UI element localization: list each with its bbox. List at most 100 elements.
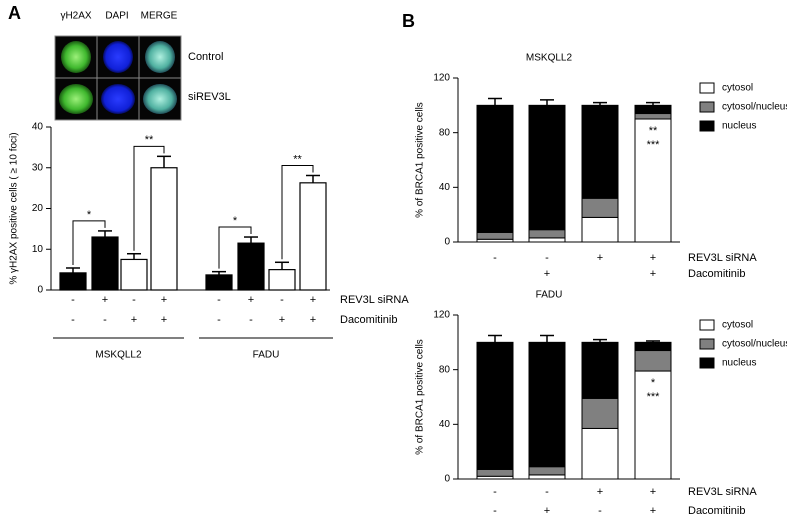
legend-label: nucleus bbox=[722, 358, 756, 369]
group-label: FADU bbox=[253, 350, 280, 361]
condition-value: + bbox=[161, 294, 167, 306]
bar-segment bbox=[528, 229, 566, 239]
condition-value: - bbox=[217, 314, 221, 326]
condition-value: - bbox=[249, 314, 253, 326]
bar-segment bbox=[581, 216, 619, 243]
y-axis-label: % of BRCA1 positive cells bbox=[415, 339, 426, 455]
nucleus-image bbox=[59, 84, 93, 114]
condition-value: + bbox=[650, 252, 656, 264]
condition-value: + bbox=[597, 486, 603, 498]
significance-label: * bbox=[651, 377, 656, 389]
legend-swatch bbox=[699, 101, 715, 113]
condition-value: - bbox=[598, 505, 602, 516]
legend-label: cytosol bbox=[722, 320, 753, 331]
y-tick-label: 40 bbox=[439, 182, 451, 193]
condition-value: + bbox=[131, 314, 137, 326]
bar-segment bbox=[476, 231, 514, 240]
condition-value: + bbox=[544, 505, 550, 516]
condition-value: + bbox=[544, 268, 550, 280]
legend-label: nucleus bbox=[722, 121, 756, 132]
bar bbox=[150, 167, 178, 291]
condition-label: REV3L siRNA bbox=[688, 486, 757, 498]
significance-label: * bbox=[87, 209, 92, 221]
image-column-label: MERGE bbox=[141, 11, 178, 22]
significance-bracket bbox=[133, 145, 165, 251]
legend-swatch bbox=[699, 120, 715, 132]
bar bbox=[299, 182, 327, 291]
y-tick-label: 30 bbox=[32, 162, 44, 173]
panel-label: A bbox=[8, 3, 21, 23]
y-tick-label: 20 bbox=[32, 203, 44, 214]
significance-label: * bbox=[233, 215, 238, 227]
group-label: MSKQLL2 bbox=[95, 350, 142, 361]
condition-value: - bbox=[217, 294, 221, 306]
bar-segment bbox=[634, 370, 672, 480]
y-tick-label: 0 bbox=[37, 285, 43, 296]
significance-label: *** bbox=[647, 139, 661, 151]
condition-value: - bbox=[493, 505, 497, 516]
image-row-label: siREV3L bbox=[188, 91, 231, 103]
bar-segment bbox=[581, 197, 619, 218]
bar-segment bbox=[634, 113, 672, 120]
y-axis-label: % γH2AX positive cells ( ≥ 10 foci) bbox=[9, 132, 20, 284]
bar-segment bbox=[634, 350, 672, 372]
bar bbox=[91, 236, 119, 291]
bar bbox=[59, 272, 87, 291]
condition-value: - bbox=[493, 252, 497, 264]
bar-segment bbox=[528, 474, 566, 480]
condition-label: REV3L siRNA bbox=[688, 252, 757, 264]
significance-bracket bbox=[218, 226, 252, 269]
significance-label: ** bbox=[293, 153, 302, 165]
condition-value: + bbox=[279, 314, 285, 326]
chart-title: FADU bbox=[536, 290, 563, 301]
bar-segment bbox=[634, 341, 672, 352]
significance-bracket bbox=[281, 164, 314, 260]
condition-value: - bbox=[132, 294, 136, 306]
condition-value: + bbox=[310, 294, 316, 306]
micrographs: γH2AX DAPI MERGE Control siREV3L bbox=[54, 11, 231, 121]
significance-label: ** bbox=[649, 125, 658, 137]
bar-segment bbox=[528, 466, 566, 476]
bar-segment bbox=[581, 427, 619, 480]
condition-value: + bbox=[650, 268, 656, 280]
condition-value: + bbox=[650, 486, 656, 498]
legend-label: cytosol/nucleus bbox=[722, 339, 787, 350]
condition-value: + bbox=[102, 294, 108, 306]
bar-segment bbox=[634, 118, 672, 243]
condition-label: Dacomitinib bbox=[340, 314, 397, 326]
condition-value: + bbox=[650, 505, 656, 516]
condition-label: REV3L siRNA bbox=[340, 294, 409, 306]
bar-segment bbox=[581, 341, 619, 399]
condition-value: - bbox=[545, 252, 549, 264]
legend-swatch bbox=[699, 82, 715, 94]
bar-segment bbox=[581, 397, 619, 429]
y-tick-label: 120 bbox=[433, 73, 450, 84]
bar bbox=[120, 258, 148, 291]
chart-title: MSKQLL2 bbox=[526, 53, 573, 64]
y-tick-label: 0 bbox=[444, 237, 450, 248]
condition-label: Dacomitinib bbox=[688, 505, 745, 516]
y-tick-label: 40 bbox=[439, 419, 451, 430]
bar-segment bbox=[476, 341, 514, 470]
bar-segment bbox=[528, 341, 566, 468]
significance-label: *** bbox=[647, 391, 661, 403]
image-row-label: Control bbox=[188, 51, 223, 63]
condition-value: + bbox=[248, 294, 254, 306]
legend-swatch bbox=[699, 338, 715, 350]
condition-value: + bbox=[161, 314, 167, 326]
bar-segment bbox=[476, 468, 514, 477]
significance-label: ** bbox=[145, 134, 154, 146]
bar bbox=[237, 242, 265, 291]
bar bbox=[268, 269, 296, 291]
y-tick-label: 120 bbox=[433, 310, 450, 321]
nucleus-image bbox=[101, 84, 135, 114]
condition-value: - bbox=[545, 486, 549, 498]
condition-value: - bbox=[103, 314, 107, 326]
significance-bracket bbox=[72, 220, 106, 265]
condition-value: + bbox=[310, 314, 316, 326]
bar-segment bbox=[634, 104, 672, 115]
nucleus-image bbox=[145, 41, 175, 73]
panel-label: B bbox=[402, 11, 415, 31]
legend-swatch bbox=[699, 319, 715, 331]
y-axis-label: % of BRCA1 positive cells bbox=[415, 102, 426, 218]
